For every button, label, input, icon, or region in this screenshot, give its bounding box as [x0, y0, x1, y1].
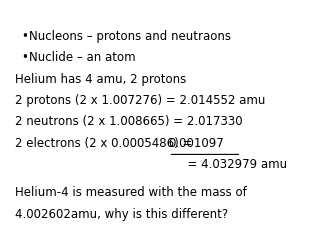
Text: •: • — [21, 51, 28, 64]
Text: Helium-4 is measured with the mass of: Helium-4 is measured with the mass of — [15, 186, 247, 199]
Text: = 4.032979 amu: = 4.032979 amu — [15, 158, 288, 171]
Text: Nucleons – protons and neutraons: Nucleons – protons and neutraons — [29, 30, 231, 43]
Text: Nuclide – an atom: Nuclide – an atom — [29, 51, 136, 64]
Text: Helium has 4 amu, 2 protons: Helium has 4 amu, 2 protons — [15, 72, 187, 85]
Text: 0.001097: 0.001097 — [168, 137, 224, 150]
Text: •: • — [21, 30, 28, 43]
Text: 2 electrons (2 x 0.0005486) =: 2 electrons (2 x 0.0005486) = — [15, 137, 196, 150]
Text: 2 protons (2 x 1.007276) = 2.014552 amu: 2 protons (2 x 1.007276) = 2.014552 amu — [15, 94, 266, 107]
Text: 4.002602amu, why is this different?: 4.002602amu, why is this different? — [15, 208, 228, 221]
Text: 2 neutrons (2 x 1.008665) = 2.017330: 2 neutrons (2 x 1.008665) = 2.017330 — [15, 115, 243, 128]
